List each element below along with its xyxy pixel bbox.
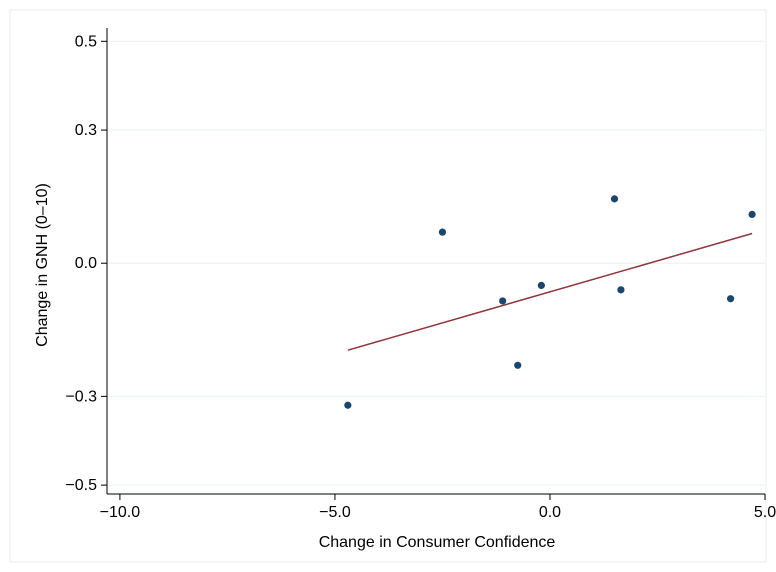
data-point [499, 297, 507, 305]
x-tick-label: −10.0 [100, 504, 141, 521]
y-tick-label: −0.5 [65, 477, 97, 494]
data-point [537, 281, 545, 290]
y-tick-label: −0.3 [65, 388, 97, 405]
y-axis-title: Change in GNH (0–10) [34, 183, 51, 347]
data-point [438, 228, 447, 236]
data-point [610, 195, 619, 203]
data-point [617, 286, 625, 294]
data-point [514, 361, 522, 369]
x-axis-title: Change in Consumer Confidence [319, 534, 556, 551]
x-tick-label: 5.0 [754, 504, 776, 521]
plot-area [107, 28, 765, 494]
data-point [726, 295, 735, 303]
x-tick-label: −5.0 [319, 504, 351, 521]
data-points [344, 195, 756, 409]
data-point [344, 401, 352, 409]
y-tick-label: 0.5 [75, 33, 97, 50]
fit-line-group [347, 232, 753, 351]
y-tick-label: 0.0 [75, 255, 97, 272]
y-tick-label: 0.3 [75, 122, 97, 139]
data-point [748, 210, 756, 218]
fit-line [347, 232, 753, 351]
x-tick-label: 0.0 [539, 504, 561, 521]
grid-lines [107, 40, 765, 486]
axes [106, 28, 765, 495]
tick-labels: −0.5 −0.3 0.0 0.3 0.5 −10.0 −5.0 0.0 5.0 [65, 33, 776, 521]
